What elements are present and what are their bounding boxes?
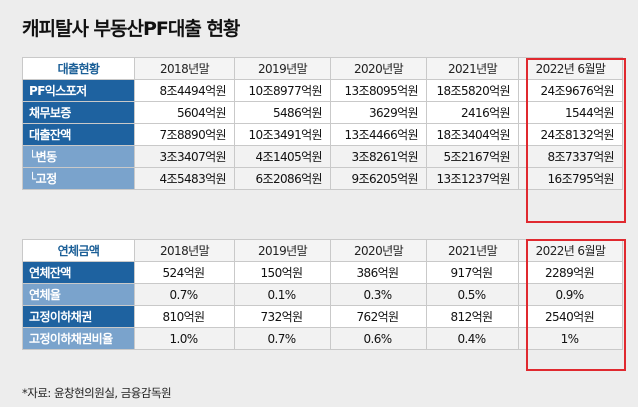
table-cell: 8조7337억원	[518, 145, 623, 168]
table-header-row: 대출현황 2018년말 2019년말 2020년말 2021년말 2022년 6…	[22, 57, 623, 80]
table-row: 고정이하채권비율 1.0% 0.7% 0.6% 0.4% 1%	[22, 327, 623, 350]
source-note: *자료: 윤창현의원실, 금융감독원	[22, 386, 172, 400]
row-label: 채무보증	[22, 101, 135, 124]
table-cell: 2540억원	[518, 305, 623, 328]
table-cell: 0.7%	[134, 283, 235, 306]
row-label: 대출잔액	[22, 123, 135, 146]
table-cell: 0.1%	[234, 283, 331, 306]
row-label: 고정이하채권비율	[22, 327, 135, 350]
table-row: 대출잔액 7조8890억원 10조3491억원 13조4466억원 18조340…	[22, 123, 623, 146]
table-row: └변동 3조3407억원 4조1405억원 3조8261억원 5조2167억원 …	[22, 145, 623, 168]
column-header: 2021년말	[426, 239, 519, 262]
table-cell: 0.4%	[426, 327, 519, 350]
table-row: 채무보증 5604억원 5486억원 3629억원 2416억원 1544억원	[22, 101, 623, 124]
table-row: └고정 4조5483억원 6조2086억원 9조6205억원 13조1237억원…	[22, 167, 623, 190]
table-cell: 0.7%	[234, 327, 331, 350]
table-cell: 1.0%	[134, 327, 235, 350]
row-label: 연체잔액	[22, 261, 135, 284]
table-cell: 5조2167억원	[426, 145, 519, 168]
table-cell: 10조8977억원	[234, 79, 331, 102]
table-cell: 1%	[518, 327, 623, 350]
row-label: └변동	[22, 145, 135, 168]
delinquency-table: 연체금액 2018년말 2019년말 2020년말 2021년말 2022년 6…	[22, 239, 623, 350]
table-cell: 150억원	[234, 261, 331, 284]
column-header: 2021년말	[426, 57, 519, 80]
table-cell: 0.9%	[518, 283, 623, 306]
table-cell: 762억원	[330, 305, 427, 328]
table-cell: 7조8890억원	[134, 123, 235, 146]
row-label: PF익스포저	[22, 79, 135, 102]
column-header: 2022년 6월말	[518, 239, 623, 262]
table-cell: 5604억원	[134, 101, 235, 124]
table-cell: 6조2086억원	[234, 167, 331, 190]
table-corner-label: 연체금액	[22, 239, 135, 262]
table-cell: 732억원	[234, 305, 331, 328]
table-cell: 3조8261억원	[330, 145, 427, 168]
table-cell: 810억원	[134, 305, 235, 328]
table-cell: 0.6%	[330, 327, 427, 350]
table-cell: 2289억원	[518, 261, 623, 284]
table-cell: 3조3407억원	[134, 145, 235, 168]
table-cell: 10조3491억원	[234, 123, 331, 146]
table-cell: 812억원	[426, 305, 519, 328]
table-cell: 24조8132억원	[518, 123, 623, 146]
table-cell: 9조6205억원	[330, 167, 427, 190]
column-header: 2020년말	[330, 239, 427, 262]
row-label: 고정이하채권	[22, 305, 135, 328]
table-cell: 2416억원	[426, 101, 519, 124]
table-cell: 386억원	[330, 261, 427, 284]
table-cell: 18조3404억원	[426, 123, 519, 146]
table-cell: 24조9676억원	[518, 79, 623, 102]
table-cell: 8조4494억원	[134, 79, 235, 102]
column-header: 2019년말	[234, 239, 331, 262]
table-cell: 13조4466억원	[330, 123, 427, 146]
table-row: 연체잔액 524억원 150억원 386억원 917억원 2289억원	[22, 261, 623, 284]
table-corner-label: 대출현황	[22, 57, 135, 80]
table-cell: 3629억원	[330, 101, 427, 124]
column-header: 2022년 6월말	[518, 57, 623, 80]
loan-status-table: 대출현황 2018년말 2019년말 2020년말 2021년말 2022년 6…	[22, 57, 623, 190]
table-cell: 13조1237억원	[426, 167, 519, 190]
table-cell: 0.3%	[330, 283, 427, 306]
table-cell: 16조795억원	[518, 167, 623, 190]
table-cell: 4조1405억원	[234, 145, 331, 168]
column-header: 2019년말	[234, 57, 331, 80]
table-cell: 18조5820억원	[426, 79, 519, 102]
row-label: └고정	[22, 167, 135, 190]
table-cell: 0.5%	[426, 283, 519, 306]
table-row: PF익스포저 8조4494억원 10조8977억원 13조8095억원 18조5…	[22, 79, 623, 102]
page-title: 캐피탈사 부동산PF대출 현황	[22, 18, 240, 40]
table-row: 연체율 0.7% 0.1% 0.3% 0.5% 0.9%	[22, 283, 623, 306]
table-cell: 524억원	[134, 261, 235, 284]
row-label: 연체율	[22, 283, 135, 306]
column-header: 2020년말	[330, 57, 427, 80]
table-cell: 5486억원	[234, 101, 331, 124]
column-header: 2018년말	[134, 57, 235, 80]
column-header: 2018년말	[134, 239, 235, 262]
table-cell: 4조5483억원	[134, 167, 235, 190]
table-cell: 1544억원	[518, 101, 623, 124]
table-cell: 13조8095억원	[330, 79, 427, 102]
table-row: 고정이하채권 810억원 732억원 762억원 812억원 2540억원	[22, 305, 623, 328]
table-cell: 917억원	[426, 261, 519, 284]
table-header-row: 연체금액 2018년말 2019년말 2020년말 2021년말 2022년 6…	[22, 239, 623, 262]
